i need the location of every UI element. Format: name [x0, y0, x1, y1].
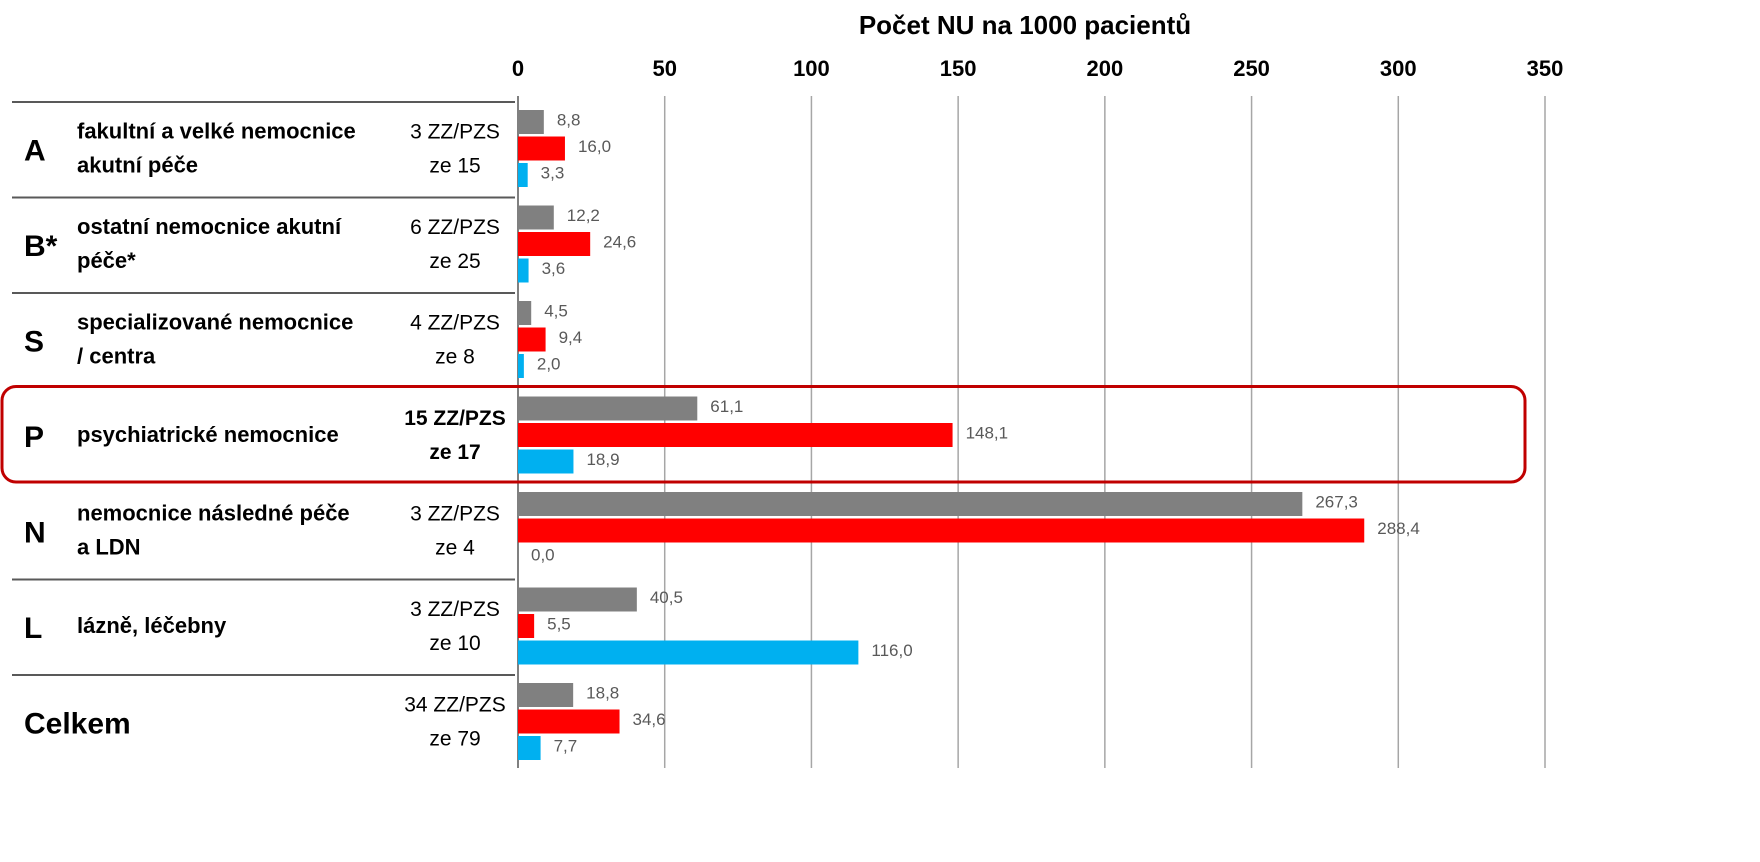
value-label: 12,2 — [567, 206, 600, 225]
row-count: 3 ZZ/PZS — [410, 502, 500, 525]
row-label: / centra — [77, 344, 156, 369]
row-label: a LDN — [77, 535, 141, 560]
row-count: ze 17 — [429, 441, 480, 464]
bar — [518, 587, 637, 612]
value-label: 9,4 — [559, 328, 583, 347]
bar — [518, 518, 1365, 543]
row-label: ostatní nemocnice akutní — [77, 214, 342, 239]
bar — [518, 709, 620, 734]
chart-title: Počet NU na 1000 pacientů — [859, 10, 1191, 40]
bar — [518, 258, 529, 283]
bar — [518, 683, 574, 707]
row-label: péče* — [77, 248, 136, 273]
row-code: A — [24, 135, 46, 168]
x-tick-label: 150 — [940, 56, 977, 81]
row-label: akutní péče — [77, 153, 198, 178]
row-label: fakultní a velké nemocnice — [77, 119, 356, 144]
value-label: 4,5 — [544, 301, 568, 320]
row-count: ze 10 — [429, 632, 480, 655]
row-code: P — [24, 421, 44, 454]
row-count: 15 ZZ/PZS — [404, 407, 506, 430]
value-label: 3,3 — [541, 163, 565, 182]
bar — [518, 205, 554, 230]
row-count: 34 ZZ/PZS — [404, 693, 506, 716]
row-code: B* — [24, 230, 58, 263]
row-code: S — [24, 326, 44, 359]
value-label: 34,6 — [633, 710, 666, 729]
row-label: lázně, léčebny — [77, 613, 227, 638]
value-label: 24,6 — [603, 232, 636, 251]
value-label: 16,0 — [578, 137, 611, 156]
row-label: psychiatrické nemocnice — [77, 422, 339, 447]
bar — [518, 163, 528, 187]
row-label: specializované nemocnice — [77, 310, 353, 335]
bar — [518, 301, 532, 325]
x-tick-label: 50 — [652, 56, 676, 81]
row-count: ze 15 — [429, 154, 480, 177]
bar — [518, 396, 698, 421]
value-label: 267,3 — [1315, 492, 1358, 511]
row-code: N — [24, 517, 46, 550]
row-count: 3 ZZ/PZS — [410, 598, 500, 621]
value-label: 8,8 — [557, 110, 581, 129]
row-code: Celkem — [24, 708, 131, 741]
highlight-box — [0, 385, 1527, 484]
value-label: 148,1 — [966, 423, 1009, 442]
value-label: 116,0 — [871, 641, 912, 660]
value-label: 18,9 — [586, 450, 619, 469]
value-label: 288,4 — [1377, 519, 1420, 538]
row-label: nemocnice následné péče — [77, 501, 350, 526]
bar — [518, 492, 1303, 516]
bar — [518, 423, 953, 447]
value-label: 0,0 — [531, 545, 555, 564]
bar — [518, 736, 541, 760]
row-count: ze 4 — [435, 536, 475, 559]
bar — [518, 136, 565, 161]
row-count: ze 79 — [429, 727, 480, 750]
bar — [518, 232, 591, 256]
value-label: 3,6 — [542, 259, 566, 278]
row-count: 3 ZZ/PZS — [410, 120, 500, 143]
bar — [518, 449, 574, 474]
bar — [518, 110, 544, 134]
row-code: L — [24, 612, 42, 645]
value-label: 18,8 — [586, 683, 619, 702]
x-tick-label: 350 — [1527, 56, 1564, 81]
x-tick-label: 250 — [1233, 56, 1270, 81]
x-tick-label: 100 — [793, 56, 830, 81]
bar — [518, 354, 524, 378]
row-count: ze 8 — [435, 345, 475, 368]
row-count: ze 25 — [429, 250, 480, 273]
x-tick-label: 0 — [512, 56, 524, 81]
row-count: 4 ZZ/PZS — [410, 311, 500, 334]
x-tick-label: 200 — [1086, 56, 1123, 81]
value-label: 2,0 — [537, 354, 561, 373]
bar — [518, 640, 859, 665]
value-label: 40,5 — [650, 588, 683, 607]
row-count: 6 ZZ/PZS — [410, 216, 500, 239]
x-tick-label: 300 — [1380, 56, 1417, 81]
bar — [518, 327, 546, 352]
bar — [518, 614, 535, 638]
value-label: 61,1 — [710, 397, 743, 416]
value-label: 5,5 — [547, 614, 571, 633]
value-label: 7,7 — [554, 736, 578, 755]
